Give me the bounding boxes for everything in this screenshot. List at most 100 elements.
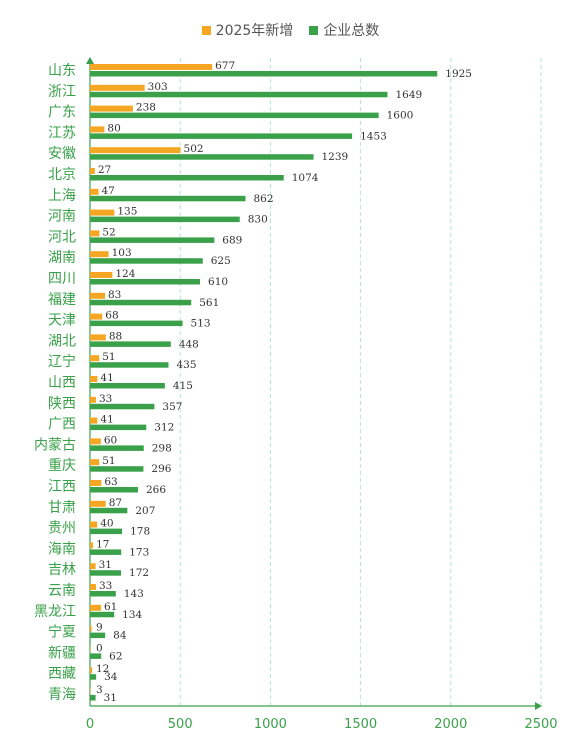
bar-total [90,71,438,77]
data-label-new: 135 [117,206,137,218]
legend-label-new: 2025年新增 [215,23,294,39]
bar-new [90,563,96,570]
data-label-new: 303 [148,81,168,93]
category-label: 吉林 [48,562,76,578]
bar-total [90,445,144,451]
category-label: 西藏 [48,666,76,682]
data-label-new: 61 [104,601,117,613]
bar-new [90,188,99,195]
bar-total [90,591,116,597]
bar-total [90,91,388,98]
data-label-new: 80 [107,122,120,134]
bar-total [90,216,240,223]
data-label-new: 502 [184,143,204,155]
bar-total [90,653,102,659]
category-label: 黑龙江 [34,604,76,620]
category-label: 上海 [48,188,76,204]
data-label-total: 178 [130,526,150,538]
bar-new [90,521,98,528]
bar-total [90,570,122,576]
bar-new [90,646,91,653]
data-label-new: 33 [99,580,112,592]
data-label-new: 47 [101,185,114,197]
category-label: 天津 [48,313,76,329]
bar-new [90,376,98,382]
bar-total [90,528,123,535]
category-label: 湖南 [48,250,76,266]
x-tick-label: 1500 [344,717,377,732]
bar-new [90,126,105,133]
data-label-total: 862 [254,193,274,205]
data-label-new: 88 [109,330,122,342]
category-label: 山西 [48,375,76,391]
category-label: 河南 [48,209,76,225]
data-label-total: 689 [222,234,242,246]
bar-new [90,230,100,237]
data-label-new: 33 [99,393,112,405]
bar-new [90,313,103,320]
data-label-new: 51 [102,351,115,363]
data-label-total: 1925 [445,68,472,80]
bar-new [90,688,91,694]
bar-new [90,604,102,611]
bar-new [90,584,96,590]
data-label-total: 143 [124,588,144,600]
data-label-new: 103 [112,247,132,259]
bar-total [90,424,147,431]
category-label: 安徽 [48,146,76,162]
bar-new [90,292,105,299]
category-label: 江西 [48,479,76,495]
data-label-total: 1453 [360,130,387,142]
bar-new [90,542,94,549]
bar-total [90,299,192,306]
x-tick-label: 1000 [254,717,287,732]
data-label-new: 41 [100,414,113,426]
category-label: 湖北 [48,333,76,349]
data-label-total: 298 [152,442,172,454]
legend: 2025年新增 企业总数 [0,20,581,40]
category-label: 福建 [48,292,76,308]
bar-total [90,362,169,368]
data-label-total: 266 [146,484,166,496]
legend-swatch-new [201,25,211,35]
legend-item-total: 企业总数 [309,20,379,40]
bar-total [90,195,246,202]
data-label-new: 31 [99,559,112,571]
data-label-new: 40 [100,518,113,530]
data-label-new: 124 [115,268,135,280]
y-axis-arrow [86,57,94,64]
bar-total [90,507,128,514]
category-label: 四川 [48,271,76,287]
bar-new [90,417,98,424]
category-label: 陕西 [48,396,76,412]
data-label-total: 1239 [322,151,349,163]
data-label-total: 561 [199,297,219,309]
data-label-new: 677 [215,60,235,72]
bar-total [90,154,314,160]
category-label: 青海 [48,687,76,703]
bar-total [90,279,201,285]
bar-total [90,487,138,493]
data-label-total: 1649 [395,89,422,101]
bar-total [90,112,379,119]
data-label-total: 435 [176,359,196,371]
bar-total [90,611,115,618]
x-tick-label: 0 [86,717,94,732]
category-label: 云南 [48,583,76,599]
x-tick-label: 2500 [524,717,557,732]
data-label-new: 63 [104,476,117,488]
data-label-total: 34 [104,671,118,683]
data-label-total: 1074 [292,172,319,184]
bar-new [90,355,100,362]
category-label: 辽宁 [48,353,76,370]
bar-new [90,396,96,403]
bar-total [90,237,215,243]
bar-new [90,147,181,154]
bar-total [90,695,96,701]
data-label-total: 610 [208,276,228,288]
data-label-total: 62 [109,650,122,662]
bar-total [90,258,203,264]
bar-new [90,667,93,674]
bar-new [90,105,133,112]
data-label-total: 172 [129,567,149,579]
